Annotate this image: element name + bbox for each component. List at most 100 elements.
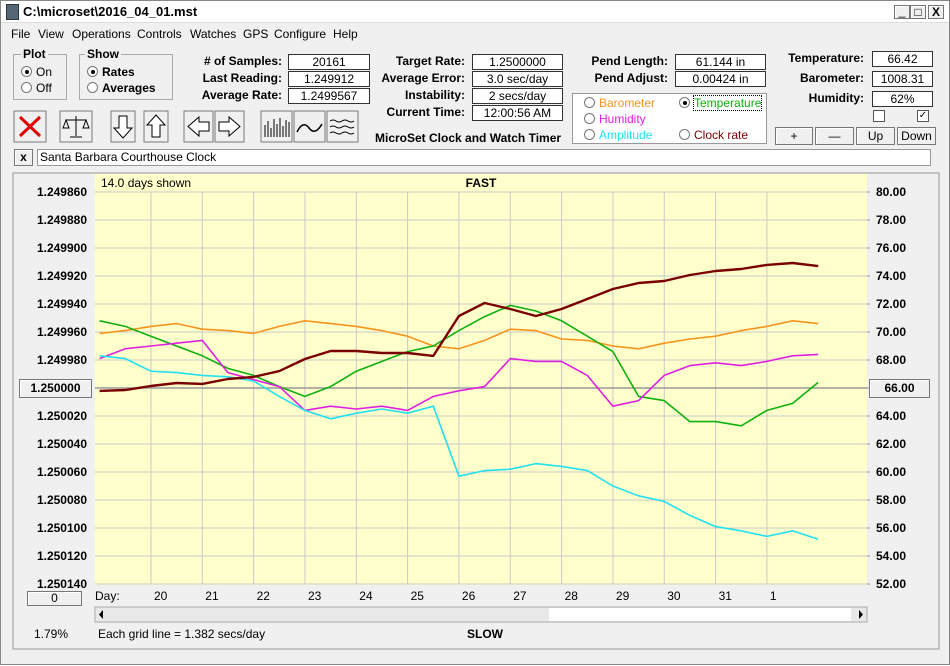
series-line: [99, 355, 819, 540]
plot-on[interactable]: On: [21, 65, 52, 79]
menu-watches[interactable]: Watches: [190, 27, 237, 41]
plot-area: [95, 174, 867, 585]
field-value: 1.2499567: [288, 88, 370, 104]
y-tick-label: 1.250040: [37, 437, 87, 451]
menu-help[interactable]: Help: [333, 27, 358, 41]
field-value: 1.249912: [288, 71, 370, 87]
scrollbar-thumb[interactable]: [549, 608, 851, 621]
minimize-button[interactable]: _: [894, 5, 910, 19]
minus-button[interactable]: —: [815, 127, 854, 145]
y-tick-label: 1.250120: [37, 549, 87, 563]
days-shown: 14.0 days shown: [101, 176, 191, 190]
y-tick-label: 1.250140: [37, 577, 87, 591]
x-tick-label: 25: [411, 589, 425, 603]
x-tick-label: 23: [308, 589, 322, 603]
y-tick-label: 1.250020: [37, 409, 87, 423]
trace-option[interactable]: Clock rate: [679, 128, 748, 142]
x-tick-label: 1: [770, 589, 777, 603]
y2-tick-label: 62.00: [876, 437, 906, 451]
x-tick-label: 29: [616, 589, 630, 603]
y2-tick-label: 64.00: [876, 409, 906, 423]
x-tick-label: 27: [513, 589, 527, 603]
plot-group-title: Plot: [21, 47, 48, 61]
y2-tick-label: 70.00: [876, 325, 906, 339]
percent: 1.79%: [34, 627, 68, 641]
series-line: [99, 261, 819, 393]
menu-file[interactable]: File: [11, 27, 31, 41]
radio-label: On: [36, 65, 53, 79]
offset-button[interactable]: 0: [27, 591, 82, 606]
x-axis-label: Day:: [95, 589, 120, 603]
x-tick-label: 20: [154, 589, 168, 603]
checkbox[interactable]: [873, 110, 885, 122]
clock-name-field[interactable]: Santa Barbara Courthouse Clock: [37, 149, 931, 166]
x-tick-label: 22: [257, 589, 271, 603]
trace-option[interactable]: Temperature: [679, 95, 763, 111]
y-tick-label: 1.249900: [37, 241, 87, 255]
field-value: 12:00:56 AM: [472, 105, 563, 121]
field-value: 62%: [872, 91, 933, 107]
trace-option[interactable]: Humidity: [584, 112, 646, 126]
menu-controls[interactable]: Controls: [137, 27, 182, 41]
y-tick-label: 1.249920: [37, 269, 87, 283]
field-value: 1008.31: [872, 71, 933, 87]
field-label: Instability:: [404, 88, 465, 102]
clear-button[interactable]: x: [14, 149, 33, 166]
y2-tick-label: 74.00: [876, 269, 906, 283]
field-value: 2 secs/day: [472, 88, 563, 104]
y-tick-label: 1.249940: [37, 297, 87, 311]
y-tick-label: 1.249860: [37, 185, 87, 199]
menu-configure[interactable]: Configure: [274, 27, 327, 41]
fast-label: FAST: [466, 176, 497, 190]
field-label: Humidity:: [808, 91, 864, 105]
plus-button[interactable]: +: [775, 127, 813, 145]
window-title: C:\microset\2016_04_01.mst: [23, 4, 198, 19]
y-tick-label: 1.249960: [37, 325, 87, 339]
left-marker-button[interactable]: 1.250000: [19, 379, 92, 398]
plot-off[interactable]: Off: [21, 81, 52, 95]
slow-label: SLOW: [467, 627, 504, 641]
trace-option[interactable]: Barometer: [584, 96, 655, 110]
series-line: [99, 339, 819, 412]
grid-note: Each grid line = 1.382 secs/day: [98, 627, 265, 641]
y2-tick-label: 52.00: [876, 577, 906, 591]
app-title: MicroSet Clock and Watch Timer: [375, 131, 562, 145]
y-tick-label: 1.250080: [37, 493, 87, 507]
radio-label: Averages: [102, 81, 156, 95]
y2-tick-label: 78.00: [876, 213, 906, 227]
menu-gps[interactable]: GPS: [243, 27, 269, 41]
menu-operations[interactable]: Operations: [72, 27, 131, 41]
y2-tick-label: 56.00: [876, 521, 906, 535]
field-value: 61.144 in: [675, 54, 766, 70]
wave-button[interactable]: [293, 110, 326, 143]
x-tick-label: 24: [359, 589, 373, 603]
field-value: 1.2500000: [472, 54, 563, 70]
y-tick-label: 1.249980: [37, 353, 87, 367]
legend-label: Amplitude: [599, 128, 653, 142]
y2-tick-label: 72.00: [876, 297, 906, 311]
show-group: [79, 54, 173, 100]
show-group-title: Show: [85, 47, 121, 61]
close-button[interactable]: X: [928, 5, 944, 19]
toolbar: [13, 110, 359, 143]
y2-tick-label: 54.00: [876, 549, 906, 563]
up-button[interactable]: Up: [856, 127, 895, 145]
legend-label: Humidity: [599, 112, 646, 126]
field-value: 3.0 sec/day: [472, 71, 563, 87]
legend-label: Temperature: [692, 95, 763, 111]
right-marker-button[interactable]: 66.00: [869, 379, 930, 398]
field-value: 20161: [288, 54, 370, 70]
field-value: 0.00424 in: [675, 71, 766, 87]
field-value: 66.42: [872, 51, 933, 67]
checkbox[interactable]: ✓: [917, 110, 929, 122]
field-label: Current Time:: [386, 105, 465, 119]
down-button[interactable]: Down: [897, 127, 936, 145]
show-rates[interactable]: Rates: [87, 65, 135, 79]
maximize-button[interactable]: □: [910, 5, 926, 19]
y-tick-label: 1.250060: [37, 465, 87, 479]
app-icon: [6, 4, 19, 20]
show-averages[interactable]: Averages: [87, 81, 156, 95]
menu-view[interactable]: View: [38, 27, 64, 41]
trace-option[interactable]: Amplitude: [584, 128, 652, 142]
